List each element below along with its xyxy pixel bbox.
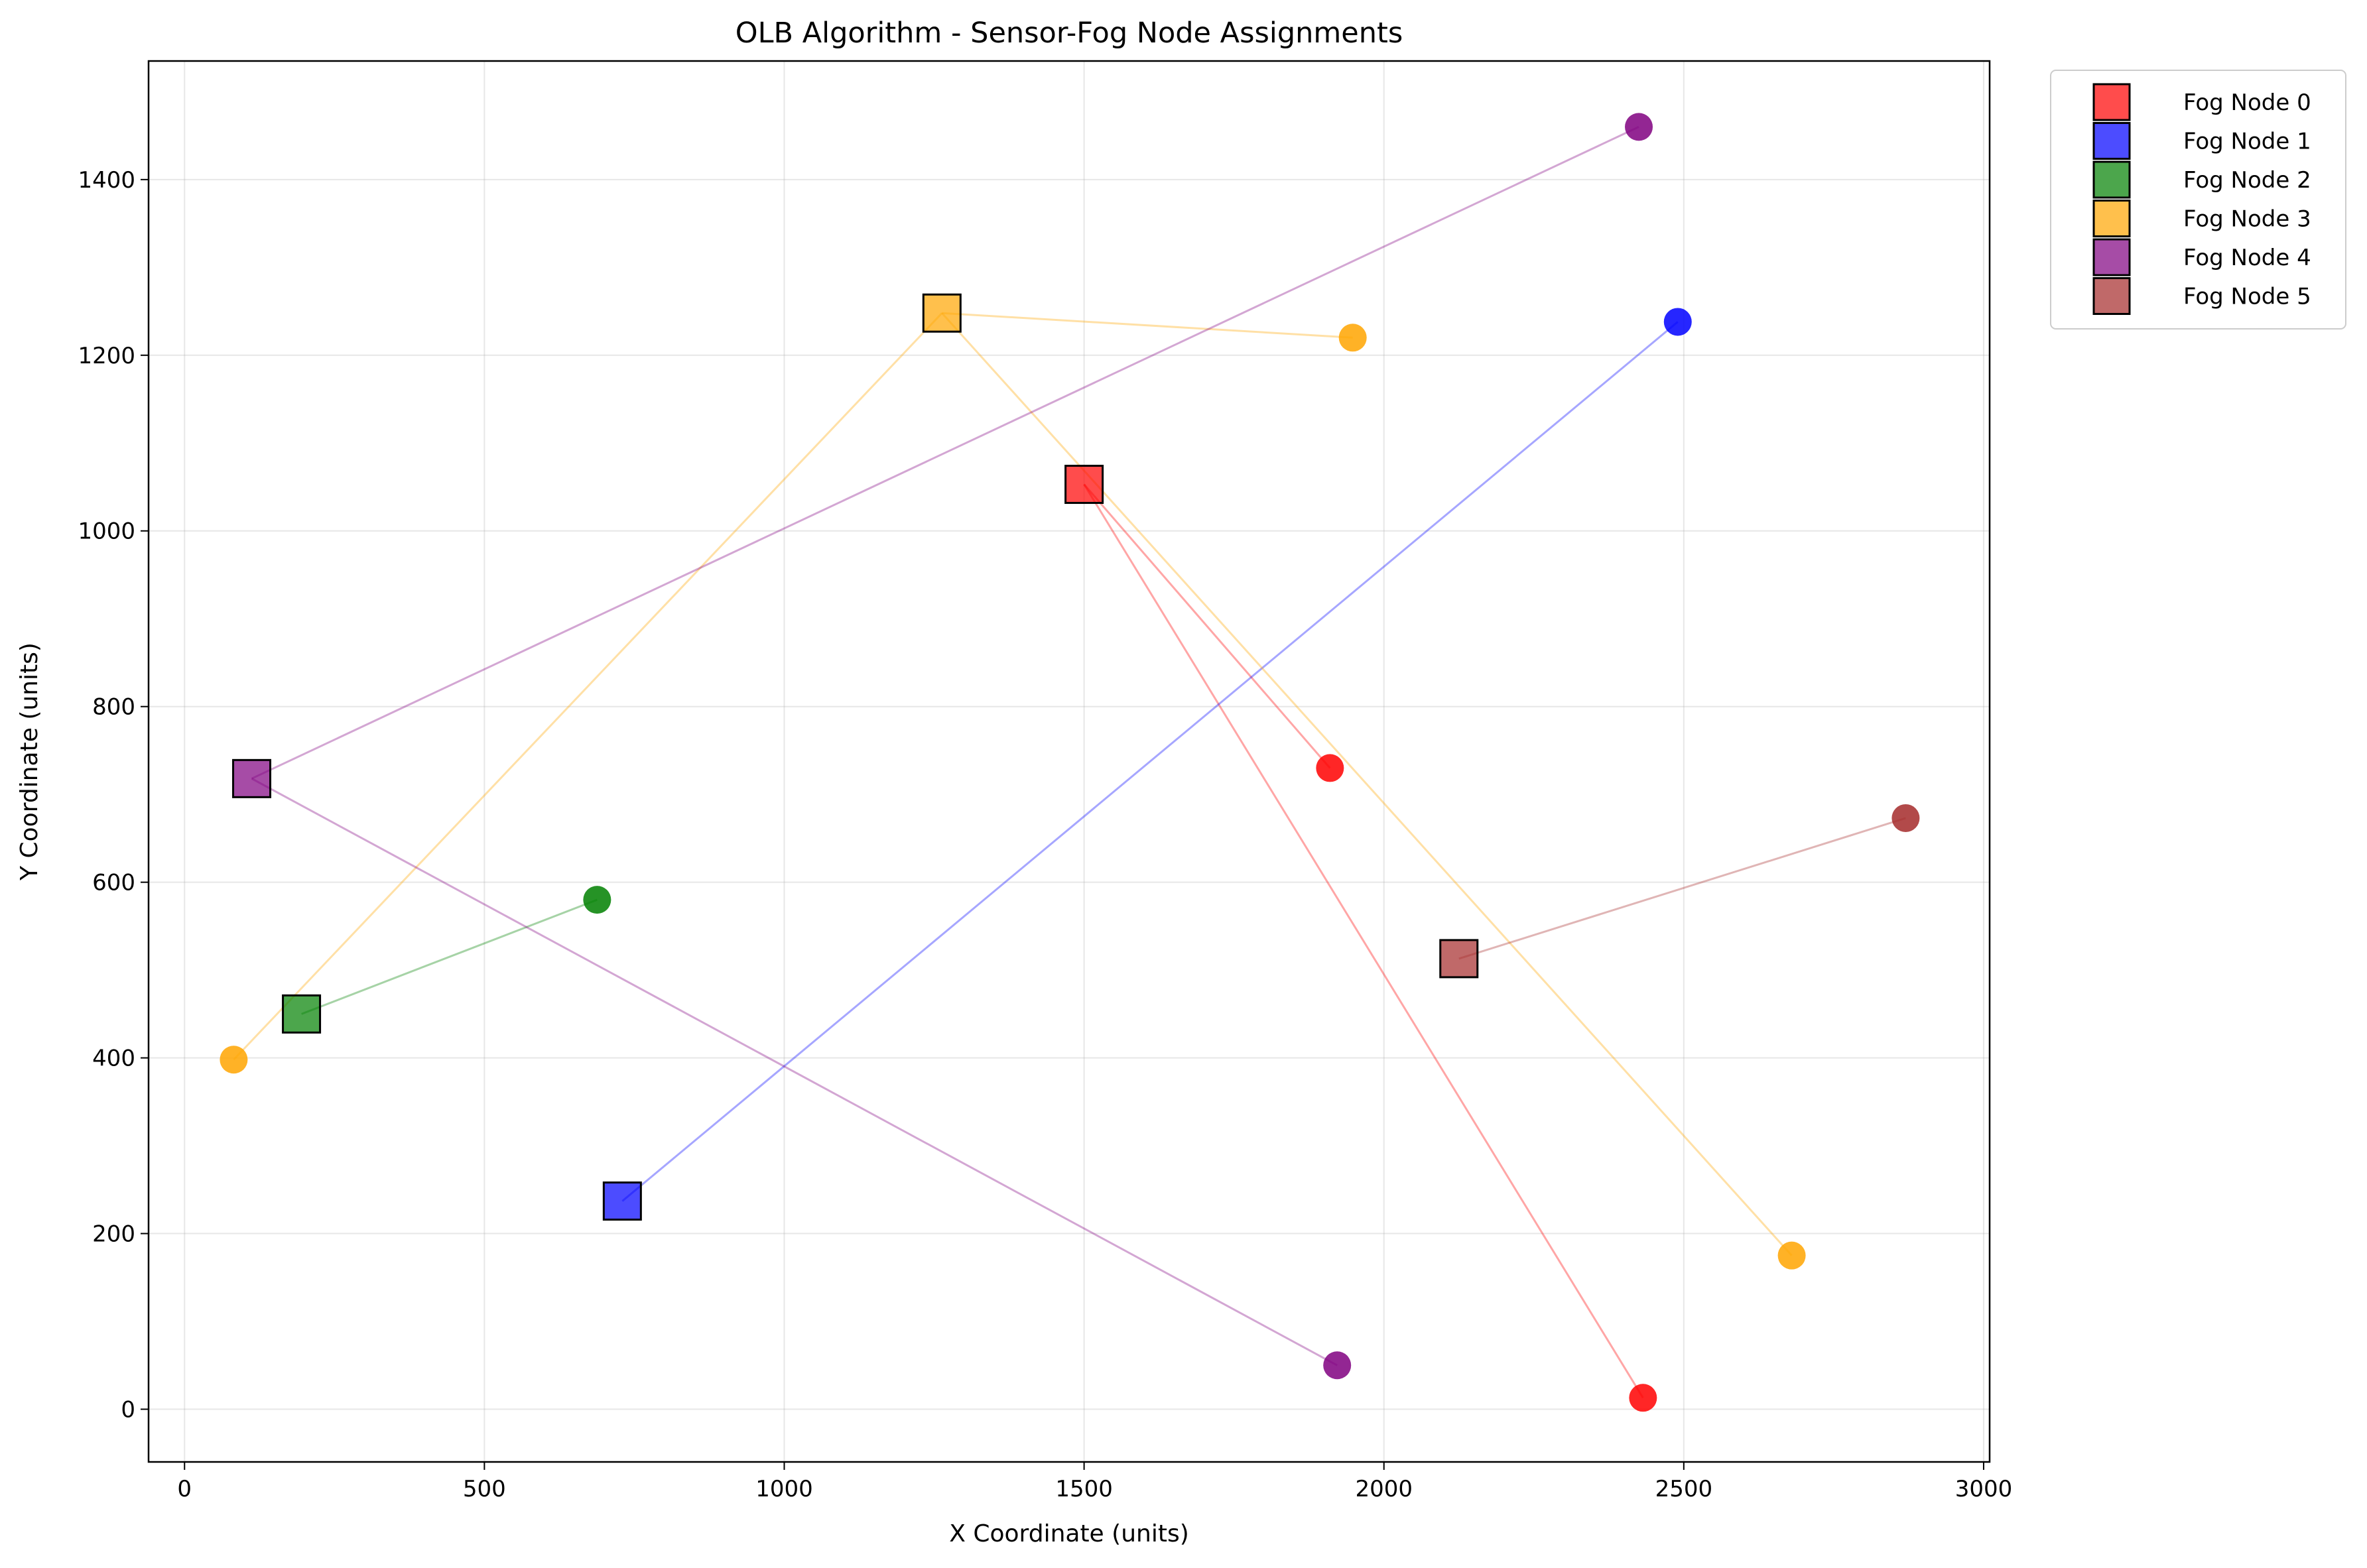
- x-tick-label: 2000: [1355, 1476, 1413, 1502]
- sensor-point: [1891, 804, 1920, 832]
- y-tick-label: 800: [92, 694, 135, 721]
- legend-swatch: [2092, 200, 2131, 237]
- fog-node-markers: [232, 293, 1479, 1221]
- x-axis-label: X Coordinate (units): [949, 1520, 1189, 1547]
- legend-label: Fog Node 4: [2183, 245, 2311, 271]
- legend-label: Fog Node 5: [2183, 284, 2311, 310]
- assignment-line: [251, 778, 1338, 1366]
- x-tick-label: 0: [177, 1476, 192, 1502]
- x-tick-label: 1500: [1055, 1476, 1113, 1502]
- legend: Fog Node 0 Fog Node 1 Fog Node 2 Fog Node 3…: [2050, 70, 2346, 330]
- axis-ticks: 0 500 1000 1500 2000 2500 3000 0 200 400 600 800 100…: [78, 167, 2012, 1502]
- sensor-points: [220, 113, 1920, 1412]
- x-tick-label: 2500: [1655, 1476, 1713, 1502]
- sensor-point: [1663, 308, 1692, 336]
- assignment-line: [1083, 483, 1331, 769]
- y-tick-label: 1000: [78, 518, 135, 545]
- x-tick-label: 1000: [755, 1476, 813, 1502]
- y-tick-label: 400: [92, 1046, 135, 1072]
- assignment-line: [301, 898, 598, 1015]
- legend-label: Fog Node 3: [2183, 206, 2311, 233]
- fog-node-marker: [1064, 465, 1104, 505]
- sensor-point: [583, 886, 611, 914]
- legend-swatch: [2092, 160, 2131, 199]
- assignment-line: [621, 321, 1679, 1202]
- legend-label: Fog Node 0: [2183, 90, 2311, 116]
- y-tick-label: 1400: [78, 167, 135, 194]
- y-tick-label: 600: [92, 870, 135, 896]
- assignment-line: [251, 125, 1639, 780]
- sensor-point: [1777, 1241, 1806, 1270]
- y-axis-label: Y Coordinate (units): [16, 642, 43, 881]
- assignment-line: [1083, 483, 1644, 1399]
- fog-node-marker: [1439, 939, 1479, 979]
- fog-node-marker: [232, 758, 272, 798]
- sensor-point: [1625, 113, 1653, 141]
- sensor-point: [1323, 1351, 1352, 1380]
- fog-node-marker: [282, 994, 322, 1034]
- x-tick-label: 500: [463, 1476, 506, 1502]
- fog-node-marker: [922, 293, 962, 333]
- fog-node-marker: [602, 1181, 642, 1221]
- assignment-line: [941, 312, 1793, 1256]
- assignment-line: [942, 312, 1353, 339]
- assignment-line: [1458, 817, 1906, 960]
- assignment-line: [233, 312, 943, 1061]
- legend-swatch: [2092, 277, 2131, 315]
- sensor-point: [1338, 324, 1367, 352]
- legend-label: Fog Node 1: [2183, 129, 2311, 155]
- sensor-point: [220, 1046, 248, 1074]
- legend-swatch: [2092, 238, 2131, 276]
- y-tick-label: 0: [121, 1397, 135, 1423]
- legend-label: Fog Node 2: [2183, 167, 2311, 194]
- sensor-point: [1316, 754, 1344, 782]
- x-tick-label: 3000: [1955, 1476, 2013, 1502]
- y-tick-label: 200: [92, 1221, 135, 1248]
- chart-title: OLB Algorithm - Sensor-Fog Node Assignme…: [736, 17, 1403, 50]
- grid: [149, 61, 1990, 1462]
- plot-frame: [147, 60, 1991, 1463]
- sensor-point: [1629, 1384, 1657, 1412]
- legend-swatch: [2092, 83, 2131, 121]
- y-tick-label: 1200: [78, 343, 135, 369]
- legend-swatch: [2092, 122, 2131, 160]
